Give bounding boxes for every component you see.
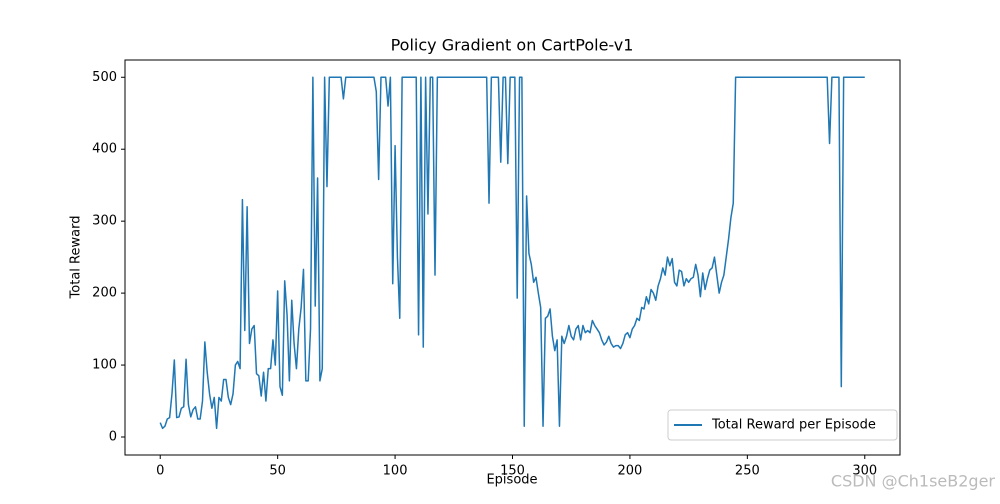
watermark: CSDN @Ch1seB2ger: [831, 472, 996, 491]
x-tick-label: 250: [735, 464, 760, 479]
y-tick-label: 100: [92, 358, 117, 373]
y-tick-label: 0: [109, 430, 117, 445]
chart-title: Policy Gradient on CartPole-v1: [391, 36, 634, 55]
x-tick-label: 100: [383, 464, 408, 479]
plot-frame: [124, 59, 901, 456]
y-tick-label: 500: [92, 70, 117, 85]
y-tick-label: 300: [92, 214, 117, 229]
x-tick-label: 200: [618, 464, 643, 479]
x-tick-label: 50: [269, 464, 286, 479]
data-line: [159, 76, 865, 430]
x-tick-label: 0: [156, 464, 164, 479]
y-tick-label: 200: [92, 286, 117, 301]
x-tick-label: 300: [852, 464, 877, 479]
x-axis-label: Episode: [486, 473, 537, 488]
y-axis-label: Total Reward: [69, 216, 84, 300]
legend-box: [667, 409, 898, 441]
x-tick-label: 150: [500, 464, 525, 479]
y-tick-label: 400: [92, 142, 117, 157]
legend-label: Total Reward per Episode: [711, 418, 876, 433]
